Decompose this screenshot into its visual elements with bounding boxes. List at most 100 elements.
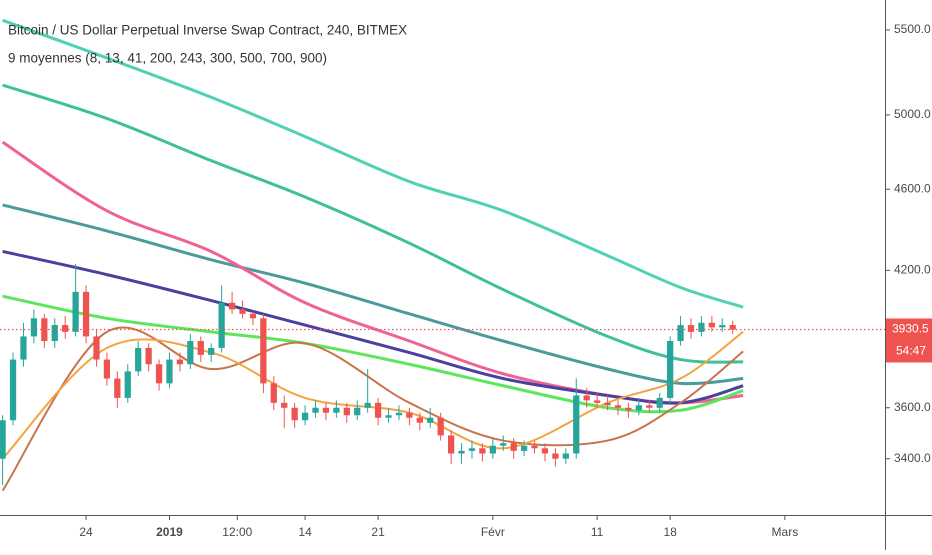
x-tick-label: 12:00 (222, 525, 252, 539)
candle-body (103, 359, 111, 379)
y-tick-label: 3400.0 (894, 451, 931, 465)
candle-body (9, 359, 17, 421)
candle-body (155, 364, 163, 384)
candle-body (62, 325, 69, 332)
candle-body (604, 402, 611, 406)
moving-average-line (2, 294, 744, 414)
candle-body (364, 402, 371, 408)
candle-body (406, 412, 413, 418)
y-tick-label: 4200.0 (894, 263, 931, 277)
moving-average-line (1, 331, 744, 460)
candle-body (249, 313, 257, 319)
candle-body (354, 407, 361, 416)
candle-body (479, 448, 486, 454)
candle-body (114, 378, 121, 398)
y-tick-label: 3600.0 (894, 400, 931, 414)
candle-body (646, 405, 653, 408)
candle-body (708, 322, 715, 328)
candle-body (145, 347, 152, 365)
candle-body (573, 395, 580, 454)
moving-average-line (1, 326, 744, 492)
candle-body (72, 291, 79, 332)
candle-body (260, 318, 267, 384)
y-tick-label: 4600.0 (894, 181, 931, 195)
candle-body (698, 322, 705, 332)
candle-body (552, 453, 559, 459)
candle-body (625, 407, 632, 411)
candle-body (208, 347, 215, 355)
candle-body (531, 445, 538, 449)
x-tick-label: 21 (371, 525, 385, 539)
candle-body (239, 309, 246, 314)
candle-body (614, 405, 622, 408)
candle-body (135, 347, 142, 372)
candle-body (374, 402, 382, 418)
candle-body (30, 318, 38, 337)
candle-body (291, 407, 298, 421)
candle-body (562, 453, 569, 459)
candle-body (197, 341, 204, 355)
candle-body (635, 405, 642, 411)
candle-body (656, 397, 663, 408)
candle-body (667, 341, 674, 398)
candle-body (312, 407, 319, 413)
candle-body (301, 412, 309, 421)
x-tick-label: 2019 (156, 525, 183, 539)
x-tick-label: 24 (79, 525, 93, 539)
candle-body (218, 302, 225, 348)
candle-body (541, 448, 549, 454)
candle-body (458, 450, 465, 454)
moving-average-line (2, 83, 744, 364)
countdown-box (886, 340, 932, 363)
candle-body (395, 412, 403, 416)
candle-body (333, 407, 340, 413)
candle-body (176, 359, 184, 365)
candle-body (124, 371, 131, 398)
indicator-label: 9 moyennes (8, 13, 41, 200, 243, 300, 50… (8, 51, 327, 66)
candle-body (520, 445, 528, 451)
candle-body (489, 445, 496, 454)
x-tick-label: Mars (772, 525, 799, 539)
candle-body (322, 407, 330, 413)
candle-body (500, 443, 507, 446)
candle-body (82, 291, 90, 337)
candle-body (729, 325, 736, 330)
chart-title: Bitcoin / US Dollar Perpetual Inverse Sw… (8, 23, 407, 38)
last-price-box (886, 318, 932, 341)
moving-average-line (2, 249, 744, 405)
candle-body (468, 448, 476, 451)
candle-body (687, 325, 695, 332)
x-tick-label: 11 (591, 525, 604, 539)
candle-body (51, 325, 58, 342)
last-price-label: 3930.5 (892, 322, 929, 336)
candle-body (93, 336, 100, 360)
candle-body (719, 325, 726, 328)
candle-body (416, 417, 423, 423)
x-tick-label: Févr (481, 525, 505, 539)
candle-body (427, 417, 434, 423)
candle-body (510, 443, 517, 451)
candle-body (228, 302, 236, 310)
candle-body (593, 400, 601, 403)
x-tick-label: 18 (663, 525, 677, 539)
candle-body (437, 417, 444, 436)
y-tick-label: 5500.0 (894, 22, 931, 36)
candle-body (281, 402, 288, 408)
candle-body (0, 420, 6, 459)
candle-body (447, 435, 455, 454)
y-tick-label: 5000.0 (894, 107, 931, 121)
countdown-label: 54:47 (896, 344, 926, 358)
x-tick-label: 14 (298, 525, 312, 539)
moving-average-line (2, 203, 744, 386)
candle-body (385, 415, 392, 418)
candle-body (20, 336, 27, 360)
candle-body (583, 395, 590, 401)
candle-body (187, 341, 194, 365)
candle-body (677, 325, 684, 342)
candle-body (270, 383, 277, 403)
candle-body (166, 359, 173, 384)
plot-area (0, 18, 744, 492)
